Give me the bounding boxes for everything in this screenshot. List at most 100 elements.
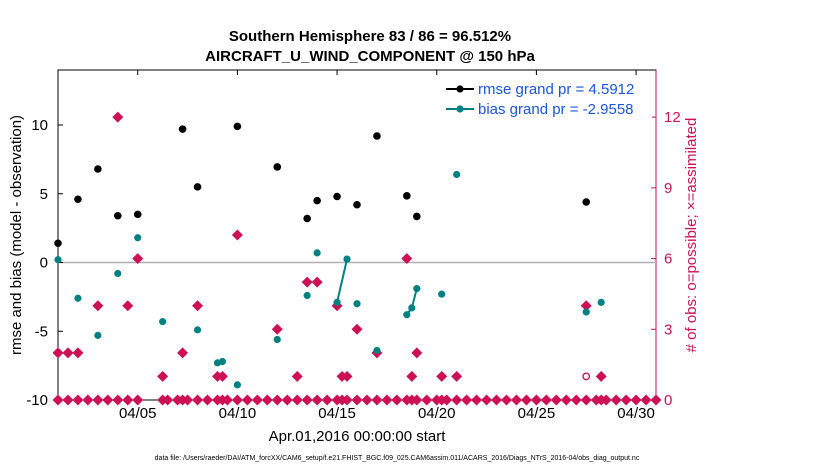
obs-assimilated-point (72, 394, 84, 406)
obs-assimilated-point (192, 394, 204, 406)
obs-assimilated-point (630, 394, 642, 406)
obs-count-layer (52, 111, 662, 406)
obs-assimilated-point (441, 394, 453, 406)
obs-assimilated-point (271, 394, 283, 406)
obs-assimilated-point (451, 370, 463, 382)
chart-title-line2: AIRCRAFT_U_WIND_COMPONENT @ 150 hPa (205, 48, 535, 65)
obs-assimilated-point (640, 394, 652, 406)
x-axis-ticks: 04/05 04/10 04/15 04/20 04/25 04/30 (119, 70, 655, 422)
obs-assimilated-point (595, 370, 607, 382)
bias-point (54, 256, 62, 264)
bias-point (343, 255, 351, 263)
obs-assimilated-point (241, 394, 253, 406)
bias-point (403, 311, 411, 319)
obs-assimilated-point (271, 323, 283, 335)
rmse-point (114, 211, 122, 220)
legend: rmse grand pr = 4.5912 bias grand pr = -… (440, 76, 652, 122)
obs-possible-point (582, 372, 591, 381)
y-tick-label: -5 (35, 323, 48, 340)
right-y-axis-ticks: 0 3 6 9 12 (651, 109, 681, 409)
obs-assimilated-point (361, 394, 373, 406)
rmse-point (233, 122, 242, 131)
obs-assimilated-point (162, 394, 174, 406)
obs-assimilated-point (406, 370, 418, 382)
bias-point (597, 298, 605, 306)
rmse-point (303, 214, 311, 223)
right-y-tick-label: 3 (664, 321, 672, 338)
obs-assimilated-point (436, 370, 448, 382)
right-y-tick-label: 12 (664, 109, 681, 126)
obs-assimilated-point (202, 394, 213, 406)
bias-point (408, 304, 416, 312)
obs-assimilated-point (221, 394, 233, 406)
bias-point (74, 294, 82, 302)
footer-data-file: data file: /Users/raeder/DAI/ATM_forcXX/… (155, 455, 640, 462)
obs-assimilated-point (132, 253, 144, 265)
obs-assimilated-point (281, 394, 293, 406)
obs-assimilated-point (481, 394, 493, 406)
obs-assimilated-point (291, 370, 303, 382)
bias-point (453, 170, 461, 179)
obs-assimilated-point (461, 394, 473, 406)
obs-assimilated-point (600, 394, 612, 406)
obs-assimilated-point (321, 394, 333, 406)
bias-point (193, 326, 202, 334)
x-tick-label: 04/10 (219, 405, 257, 422)
obs-assimilated-point (231, 394, 243, 406)
rmse-point (133, 210, 142, 219)
obs-assimilated-point (650, 394, 662, 406)
obs-assimilated-point (52, 394, 64, 406)
legend-bias-marker (456, 105, 464, 113)
obs-assimilated-point (351, 394, 363, 406)
obs-assimilated-point (261, 394, 273, 406)
rmse-point (193, 183, 202, 191)
obs-assimilated-point (530, 394, 542, 406)
obs-assimilated-point (72, 347, 84, 359)
obs-assimilated-point (301, 276, 313, 288)
obs-assimilated-point (62, 394, 74, 406)
bias-point (333, 298, 341, 306)
obs-assimilated-point (491, 394, 503, 406)
bias-point (159, 318, 167, 326)
obs-assimilated-point (580, 394, 592, 406)
obs-assimilated-point (122, 394, 134, 406)
obs-assimilated-point (550, 394, 562, 406)
obs-assimilated-point (451, 394, 463, 406)
obs-assimilated-point (62, 347, 74, 359)
legend-rmse-marker (456, 85, 464, 93)
obs-assimilated-point (411, 347, 423, 359)
obs-assimilated-point (401, 253, 413, 265)
obs-assimilated-point (216, 370, 228, 382)
bias-point (233, 381, 241, 389)
legend-rmse-text: rmse grand pr = 4.5912 (478, 81, 634, 98)
obs-assimilated-point (311, 276, 323, 288)
rmse-point (74, 195, 82, 204)
rmse-series-layer (54, 122, 591, 248)
right-y-tick-label: 9 (664, 180, 672, 197)
x-tick-label: 04/25 (518, 405, 556, 422)
obs-assimilated-point (501, 394, 512, 406)
x-tick-label: 04/05 (119, 405, 157, 422)
y-axis-label: rmse and bias (model - observation) (8, 115, 25, 355)
legend-bias-text: bias grand pr = -2.9558 (478, 101, 634, 118)
rmse-point (313, 196, 321, 205)
rmse-point (273, 163, 282, 171)
x-tick-label: 04/20 (418, 405, 456, 422)
obs-assimilated-point (132, 394, 144, 406)
bias-point (134, 234, 142, 242)
obs-assimilated-point (371, 394, 383, 406)
obs-assimilated-point (391, 394, 403, 406)
rmse-point (413, 212, 421, 221)
x-tick-label: 04/30 (617, 405, 655, 422)
obs-assimilated-point (471, 394, 483, 406)
rmse-point (94, 165, 102, 173)
y-tick-label: 5 (40, 186, 48, 203)
bias-point (313, 249, 321, 257)
obs-assimilated-point (311, 394, 323, 406)
obs-assimilated-point (610, 394, 622, 406)
rmse-point (373, 132, 381, 140)
obs-assimilated-point (92, 394, 104, 406)
obs-assimilated-point (560, 394, 572, 406)
obs-assimilated-point (351, 323, 363, 335)
